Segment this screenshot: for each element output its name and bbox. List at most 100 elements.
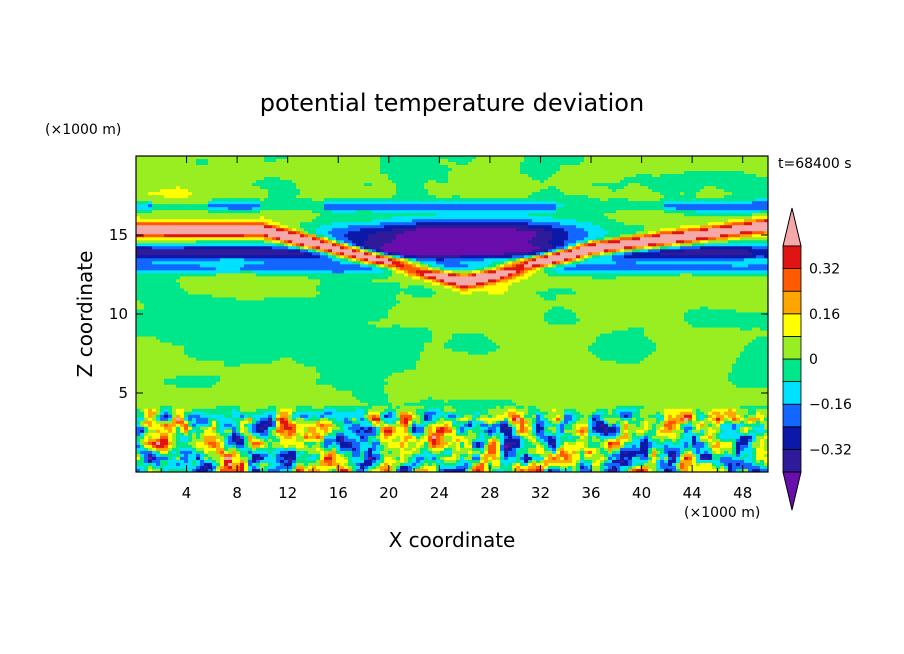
contour-cell [756, 195, 761, 199]
contour-cell [400, 228, 405, 232]
contour-cell [472, 240, 477, 244]
contour-cell [628, 156, 633, 160]
contour-cell [376, 237, 381, 241]
contour-cell [716, 168, 721, 172]
contour-cell [440, 240, 445, 244]
contour-cell [684, 216, 689, 220]
contour-cell [260, 237, 265, 241]
contour-cell [332, 159, 337, 163]
contour-cell [156, 189, 161, 193]
contour-cell [328, 228, 333, 232]
contour-cell [340, 183, 345, 187]
contour-cell [512, 204, 517, 208]
contour-cell [472, 219, 477, 223]
contour-cell [288, 249, 293, 253]
contour-cell [676, 204, 681, 208]
contour-cell [424, 231, 429, 235]
contour-cell [540, 213, 545, 217]
contour-cell [312, 249, 317, 253]
contour-cell [600, 231, 605, 235]
contour-cell [560, 165, 565, 169]
contour-cell [596, 237, 601, 241]
contour-cell [552, 192, 557, 196]
contour-cell [572, 177, 577, 181]
contour-cell [536, 189, 541, 193]
contour-cell [700, 159, 705, 163]
contour-cell [500, 249, 505, 253]
contour-cell [328, 156, 333, 160]
contour-cell [236, 222, 241, 226]
contour-cell [240, 222, 245, 226]
contour-cell [252, 165, 257, 169]
contour-cell [264, 225, 269, 229]
contour-cell [636, 240, 641, 244]
contour-cell [440, 231, 445, 235]
contour-cell [208, 207, 213, 211]
contour-cell [604, 204, 609, 208]
contour-cell [484, 210, 489, 214]
contour-cell [288, 231, 293, 235]
contour-cell [316, 237, 321, 241]
contour-cell [140, 213, 145, 217]
contour-cell [308, 243, 313, 247]
contour-cell [400, 180, 405, 184]
contour-cell [484, 177, 489, 181]
contour-cell [384, 213, 389, 217]
contour-cell [276, 243, 281, 247]
contour-cell [252, 225, 257, 229]
contour-cell [468, 228, 473, 232]
contour-cell [448, 228, 453, 232]
contour-cell [644, 207, 649, 211]
contour-cell [576, 201, 581, 205]
contour-cell [336, 177, 341, 181]
contour-cell [468, 237, 473, 241]
contour-cell [668, 204, 673, 208]
contour-cell [176, 180, 181, 184]
contour-cell [684, 162, 689, 166]
contour-cell [392, 240, 397, 244]
contour-cell [740, 168, 745, 172]
contour-cell [392, 162, 397, 166]
contour-cell [756, 222, 761, 226]
contour-cell [420, 210, 425, 214]
contour-cell [288, 156, 293, 160]
contour-cell [148, 162, 153, 166]
contour-cell [656, 246, 661, 250]
contour-cell [424, 180, 429, 184]
contour-cell [220, 177, 225, 181]
contour-cell [300, 168, 305, 172]
contour-cell [244, 207, 249, 211]
contour-cell [580, 237, 585, 241]
contour-cell [136, 201, 141, 205]
contour-cell [600, 246, 605, 250]
contour-cell [256, 207, 261, 211]
contour-cell [420, 204, 425, 208]
contour-cell [520, 171, 525, 175]
contour-cell [428, 174, 433, 178]
contour-cell [560, 189, 565, 193]
contour-cell [232, 159, 237, 163]
contour-cell [708, 237, 713, 241]
contour-cell [144, 192, 149, 196]
contour-cell [588, 156, 593, 160]
contour-cell [524, 159, 529, 163]
contour-cell [568, 234, 573, 238]
contour-cell [176, 219, 181, 223]
contour-cell [716, 198, 721, 202]
contour-cell [136, 171, 141, 175]
contour-cell [212, 246, 217, 250]
contour-cell [208, 198, 213, 202]
contour-cell [620, 189, 625, 193]
contour-cell [648, 234, 653, 238]
contour-cell [420, 162, 425, 166]
contour-cell [596, 204, 601, 208]
contour-cell [312, 216, 317, 220]
contour-cell [144, 210, 149, 214]
contour-cell [736, 159, 741, 163]
contour-cell [704, 225, 709, 229]
contour-cell [500, 177, 505, 181]
contour-cell [444, 195, 449, 199]
contour-cell [176, 207, 181, 211]
contour-cell [744, 168, 749, 172]
contour-cell [476, 249, 481, 253]
